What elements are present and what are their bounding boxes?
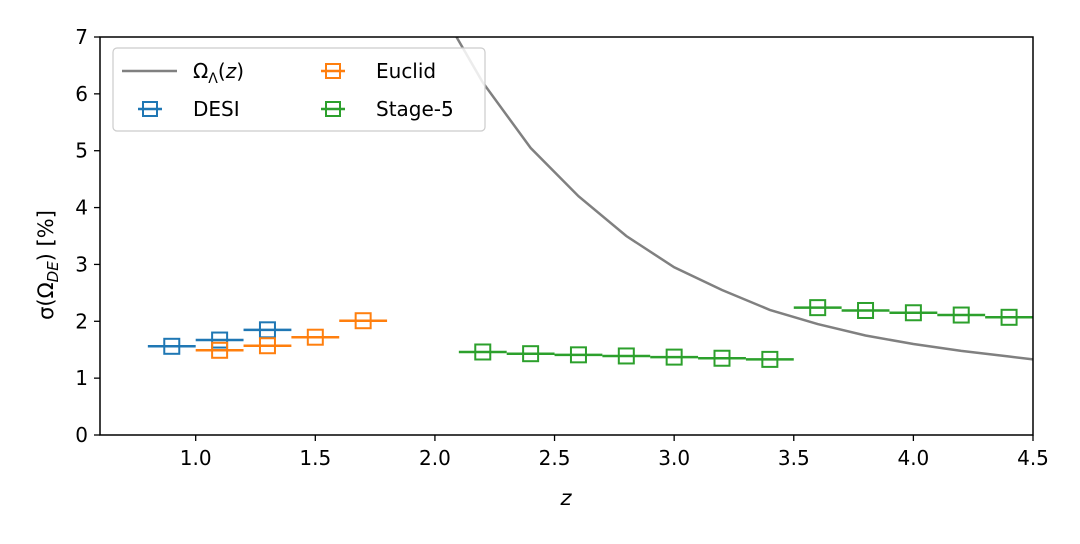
legend: ΩΛ(z) DESI Euclid Stage-5 [112, 47, 486, 132]
y-tick-label: 0 [75, 423, 88, 447]
y-axis-label: σ(ΩDE) [%] [34, 210, 62, 320]
legend-entry: Euclid [321, 59, 436, 83]
y-tick-label: 7 [75, 25, 88, 49]
y-axis-label-group: σ(ΩDE) [%] [34, 210, 62, 320]
data-point [258, 337, 276, 355]
data-point [211, 341, 229, 359]
data-point [809, 299, 827, 317]
legend-label: Stage-5 [376, 97, 454, 121]
data-point [354, 312, 372, 330]
data-point [857, 301, 875, 319]
data-point [306, 328, 324, 346]
series-stage-5 [458, 299, 1033, 368]
data-point [522, 345, 540, 363]
omega-lambda-curve [455, 37, 1033, 361]
x-axis-label: z [559, 486, 572, 510]
y-tick-label: 5 [75, 139, 88, 163]
series-desi [147, 321, 292, 355]
data-point [569, 346, 587, 364]
axis-ticks: 1.0 1.5 2.0 2.5 3.0 3.5 4.0 4.5 0 1 2 3 4 5 6 7 [75, 25, 1049, 470]
x-tick-label: 1.5 [299, 446, 331, 470]
legend-box [112, 47, 486, 132]
legend-marker-swatch [325, 101, 341, 117]
y-tick-label: 6 [75, 82, 88, 106]
legend-label: DESI [193, 97, 240, 121]
series-euclid [195, 312, 388, 359]
data-point [952, 306, 970, 324]
x-tick-label: 3.0 [658, 446, 690, 470]
x-tick-label: 3.5 [778, 446, 810, 470]
legend-entry: Stage-5 [321, 97, 454, 121]
legend-marker-swatch [325, 63, 341, 79]
data-point [163, 337, 181, 355]
legend-entry: DESI [138, 97, 240, 121]
legend-label: ΩΛ(z) [193, 59, 244, 87]
data-point [761, 350, 779, 368]
plot-frame [99, 36, 1034, 436]
x-tick-label: 1.0 [180, 446, 212, 470]
x-tick-label: 4.0 [897, 446, 929, 470]
x-tick-label: 2.5 [539, 446, 571, 470]
data-point [617, 347, 635, 365]
x-tick-label: 2.0 [419, 446, 451, 470]
legend-label: Euclid [376, 59, 436, 83]
data-point [1000, 308, 1018, 326]
data-point [904, 304, 922, 322]
y-tick-label: 4 [75, 196, 88, 220]
data-point [474, 343, 492, 361]
y-tick-label: 3 [75, 252, 88, 276]
legend-marker-swatch [142, 101, 158, 117]
data-point [713, 349, 731, 367]
data-point [665, 348, 683, 366]
y-tick-label: 1 [75, 366, 88, 390]
x-tick-label: 4.5 [1017, 446, 1049, 470]
plot-elements [147, 37, 1033, 368]
data-point [211, 331, 229, 349]
legend-entry: ΩΛ(z) [122, 59, 244, 87]
y-tick-label: 2 [75, 309, 88, 333]
